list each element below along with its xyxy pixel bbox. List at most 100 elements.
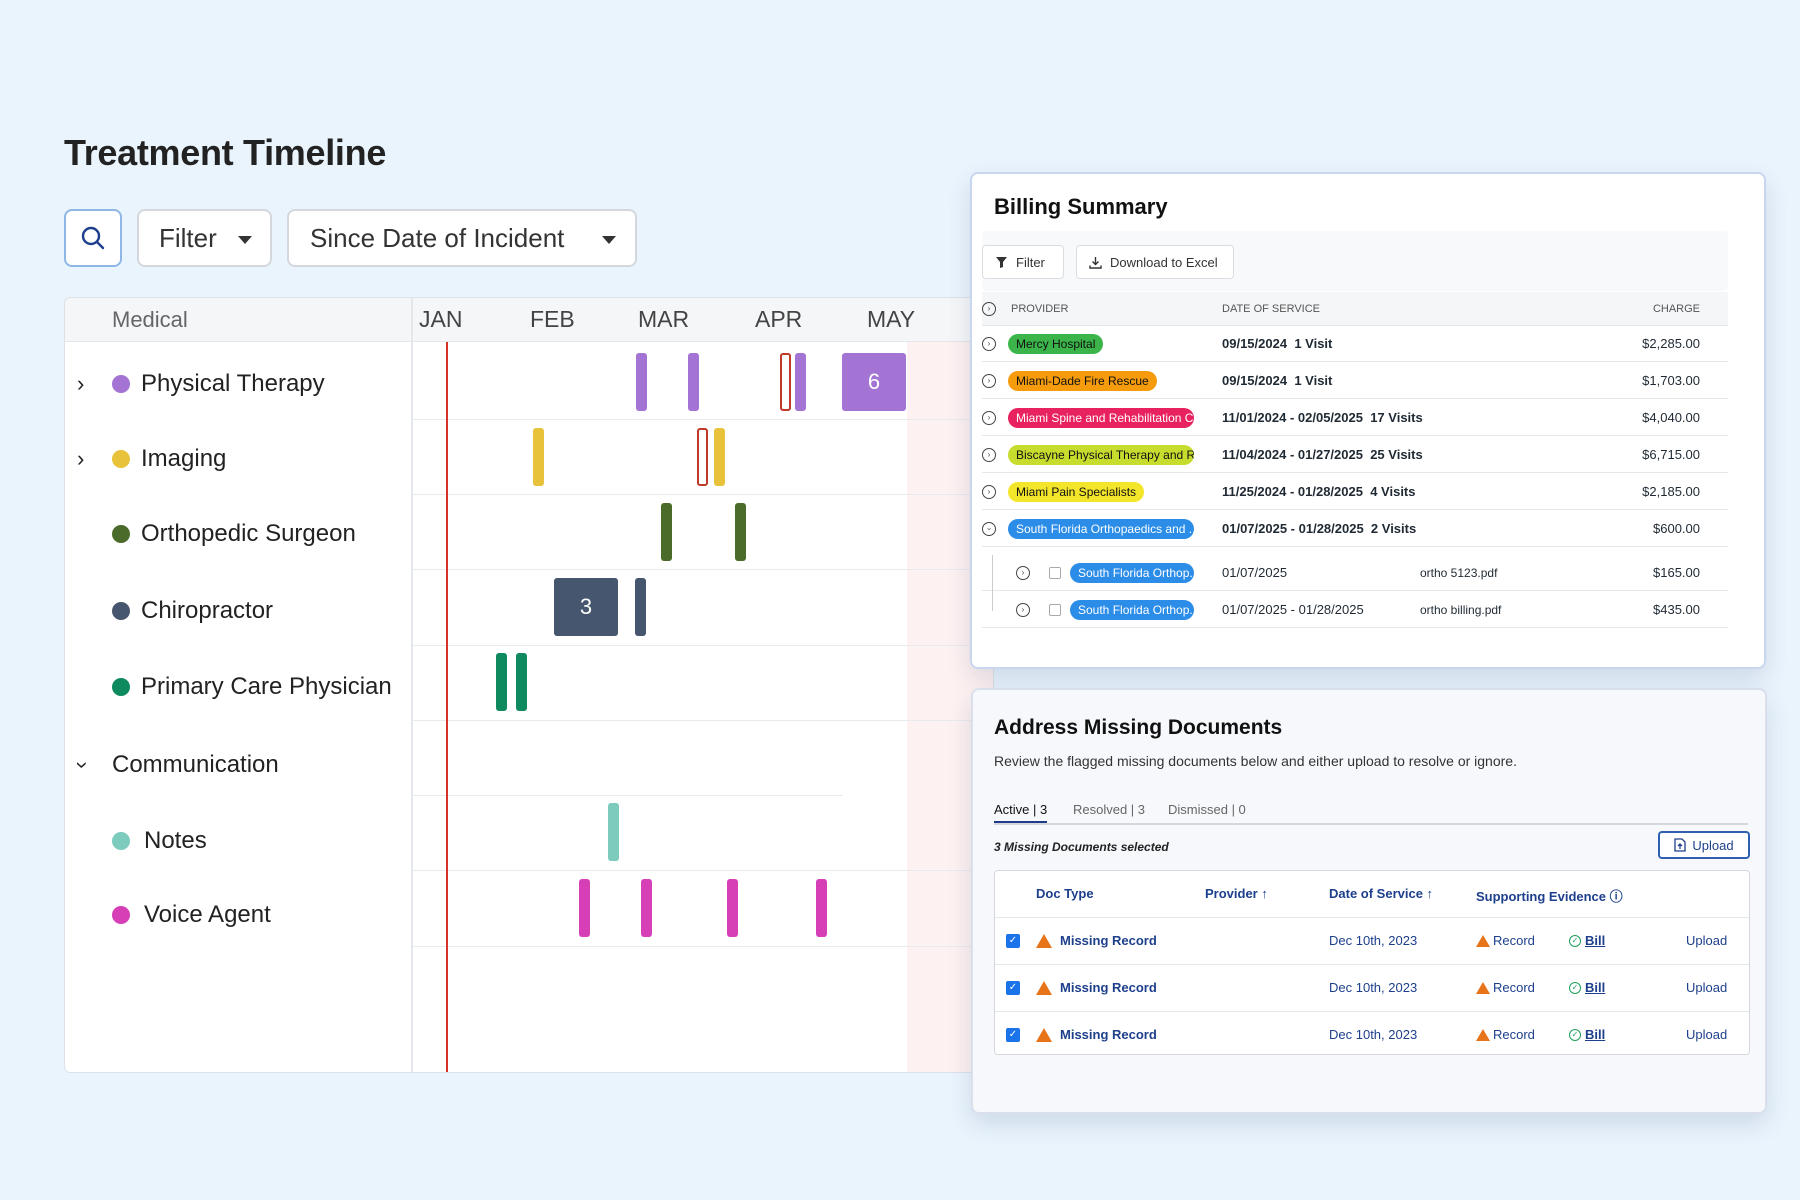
doc-type[interactable]: Missing Record	[1060, 1027, 1157, 1042]
tab-active[interactable]: Active | 3	[994, 802, 1048, 823]
bill-evidence[interactable]: Bill	[1585, 980, 1606, 995]
color-dot	[112, 832, 130, 850]
chevron-right-icon[interactable]: ›	[77, 446, 85, 471]
collapse-icon[interactable]: ›	[982, 521, 996, 536]
row-upload-link[interactable]: Upload	[1686, 1027, 1728, 1042]
color-dot	[112, 906, 130, 924]
file-name[interactable]: ortho 5123.pdf	[1420, 565, 1498, 580]
month-label: APR	[755, 306, 803, 332]
table-row[interactable]: ✓ Missing Record Dec 10th, 2023 Record ✓ Bill…	[995, 965, 1749, 1012]
charge: $6,715.00	[1642, 447, 1700, 462]
event-bar-flagged[interactable]	[697, 428, 708, 486]
event-bar[interactable]	[688, 353, 699, 411]
record-evidence[interactable]: Record	[1493, 933, 1535, 948]
filter-dropdown[interactable]: Filter	[137, 209, 272, 267]
bill-evidence[interactable]: Bill	[1585, 1027, 1606, 1042]
checkbox[interactable]	[1049, 566, 1061, 579]
visit-count: 25 Visits	[1370, 447, 1423, 462]
event-bar-flagged[interactable]	[780, 353, 791, 411]
event-bar[interactable]	[816, 879, 827, 937]
column-doc-type[interactable]: Doc Type	[1036, 886, 1094, 901]
bill-evidence[interactable]: Bill	[1585, 933, 1606, 948]
column-charge: CHARGE	[1652, 303, 1700, 315]
column-date[interactable]: Date of Service ↑	[1329, 886, 1434, 901]
chevron-down-icon[interactable]: ›	[70, 761, 96, 769]
column-provider[interactable]: Provider ↑	[1205, 886, 1268, 901]
warning-icon	[1476, 1029, 1490, 1041]
record-evidence[interactable]: Record	[1493, 980, 1535, 995]
warning-icon	[1036, 981, 1052, 995]
date-range-dropdown[interactable]: Since Date of Incident	[287, 209, 637, 267]
event-bar[interactable]	[735, 503, 746, 561]
event-bar[interactable]	[516, 653, 527, 711]
expand-icon[interactable]: ›	[982, 447, 996, 462]
column-evidence[interactable]: Supporting Evidence ⓘ	[1476, 889, 1623, 904]
event-cluster[interactable]: 6	[842, 353, 906, 411]
expand-icon[interactable]: ›	[982, 373, 996, 388]
tab-dismissed[interactable]: Dismissed | 0	[1168, 802, 1246, 817]
file-name[interactable]: ortho billing.pdf	[1420, 602, 1502, 617]
row-upload-link[interactable]: Upload	[1686, 933, 1728, 948]
charge: $1,703.00	[1642, 373, 1700, 388]
section-label-medical: Medical	[112, 307, 188, 332]
billing-row[interactable]: › Miami Spine and Rehabilitation C... 11/0…	[982, 400, 1728, 436]
event-bar[interactable]	[727, 879, 738, 937]
tab-resolved[interactable]: Resolved | 3	[1073, 802, 1146, 817]
billing-subrow[interactable]: › South Florida Orthop... 01/07/2025 - 0…	[982, 592, 1728, 628]
search-button[interactable]	[64, 209, 122, 267]
billing-row[interactable]: › Mercy Hospital 09/15/2024 1 Visit $2,285.…	[982, 326, 1728, 362]
billing-row[interactable]: › Miami Pain Specialists 11/25/2024 - 01/2…	[982, 474, 1728, 510]
event-bar[interactable]	[579, 879, 590, 937]
date-of-service: 11/04/2024 - 01/27/2025 25 Visits	[1222, 447, 1423, 462]
category-row-physical-therapy[interactable]: › Physical Therapy	[65, 364, 413, 404]
doc-type[interactable]: Missing Record	[1060, 980, 1157, 995]
expand-icon[interactable]: ›	[1016, 602, 1030, 617]
date-range-label: Since Date of Incident	[310, 222, 565, 253]
upload-button[interactable]: Upload	[1658, 831, 1750, 859]
color-dot	[112, 450, 130, 468]
event-bar[interactable]	[635, 578, 646, 636]
category-row-notes[interactable]: Notes	[65, 821, 413, 861]
record-evidence[interactable]: Record	[1493, 1027, 1535, 1042]
visit-count: 17 Visits	[1370, 410, 1423, 425]
billing-row[interactable]: › South Florida Orthopaedics and ... 01/07…	[982, 511, 1728, 547]
event-bar[interactable]	[641, 879, 652, 937]
table-row[interactable]: ✓ Missing Record Dec 10th, 2023 Record ✓ Bill…	[995, 1012, 1749, 1059]
upload-icon	[1674, 838, 1687, 852]
category-row-imaging[interactable]: › Imaging	[65, 439, 413, 479]
event-bar[interactable]	[714, 428, 725, 486]
event-bar[interactable]	[661, 503, 672, 561]
event-bar[interactable]	[795, 353, 806, 411]
category-row-orthopedic-surgeon[interactable]: Orthopedic Surgeon	[65, 514, 413, 554]
category-row-voice-agent[interactable]: Voice Agent	[65, 895, 413, 935]
visit-count: 1 Visit	[1294, 373, 1333, 388]
chevron-right-icon[interactable]: ›	[77, 371, 85, 396]
table-row[interactable]: ✓ Missing Record Dec 10th, 2023 Record ✓ Bill…	[995, 918, 1749, 965]
expand-icon[interactable]: ›	[982, 484, 996, 499]
expand-all-icon[interactable]: ›	[982, 302, 996, 316]
category-row-communication[interactable]: › Communication	[65, 745, 413, 785]
expand-icon[interactable]: ›	[982, 410, 996, 425]
billing-row[interactable]: › Biscayne Physical Therapy and R... 11/04…	[982, 437, 1728, 473]
row-upload-link[interactable]: Upload	[1686, 980, 1728, 995]
date-of-service: Dec 10th, 2023	[1329, 1027, 1418, 1042]
event-bar[interactable]	[496, 653, 507, 711]
checkbox[interactable]	[1049, 603, 1061, 616]
event-bar[interactable]	[533, 428, 544, 486]
provider-pill: Miami Pain Specialists	[1008, 481, 1145, 502]
event-cluster[interactable]: 3	[554, 578, 618, 636]
row-checkbox[interactable]: ✓	[1006, 1028, 1020, 1042]
billing-row[interactable]: › Miami-Dade Fire Rescue 09/15/2024 1 Visi…	[982, 363, 1728, 399]
row-checkbox[interactable]: ✓	[1006, 981, 1020, 995]
expand-icon[interactable]: ›	[982, 336, 996, 351]
row-checkbox[interactable]: ✓	[1006, 934, 1020, 948]
billing-filter-button[interactable]: Filter	[982, 245, 1064, 279]
expand-icon[interactable]: ›	[1016, 565, 1030, 580]
event-bar[interactable]	[608, 803, 619, 861]
category-row-primary-care[interactable]: Primary Care Physician	[65, 667, 413, 707]
doc-type[interactable]: Missing Record	[1060, 933, 1157, 948]
download-excel-button[interactable]: Download to Excel	[1076, 245, 1234, 279]
category-row-chiropractor[interactable]: Chiropractor	[65, 591, 413, 631]
event-bar[interactable]	[636, 353, 647, 411]
billing-subrow[interactable]: › South Florida Orthop... 01/07/2025 ort…	[982, 555, 1728, 591]
